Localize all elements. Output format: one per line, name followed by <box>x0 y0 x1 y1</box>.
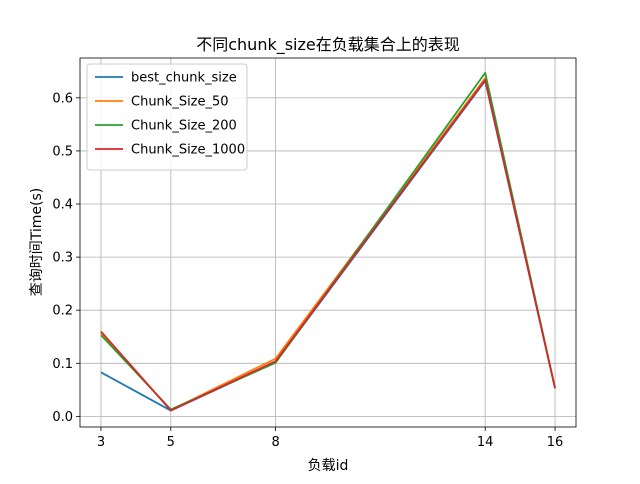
legend-label: best_chunk_size <box>131 71 237 86</box>
plot-frame <box>79 57 577 428</box>
axis-ticks: 3 5 8 14 16 0.0 0.1 0.2 0.3 0.4 0.5 0.6 <box>52 91 563 450</box>
x-tick-label: 5 <box>167 435 175 450</box>
x-axis-label: 负载id <box>308 458 349 474</box>
legend-label: Chunk_Size_200 <box>131 119 237 134</box>
legend-box <box>86 63 248 171</box>
y-tick-label: 0.4 <box>52 198 73 213</box>
legend-label: Chunk_Size_50 <box>131 95 229 110</box>
x-tick-label: 3 <box>97 435 105 450</box>
y-tick-label: 0.2 <box>52 304 73 319</box>
x-tick-label: 8 <box>271 435 279 450</box>
y-tick-label: 0.0 <box>52 410 73 425</box>
legend-label: Chunk_Size_1000 <box>131 143 245 158</box>
y-tick-label: 0.5 <box>52 144 73 159</box>
legend: best_chunk_size Chunk_Size_50 Chunk_Size_2… <box>86 63 248 171</box>
y-tick-label: 0.3 <box>52 251 73 266</box>
series-lines <box>100 71 556 412</box>
series-line-chunk-size-1000 <box>100 78 556 412</box>
y-axis-label: 查询时间Time(s) <box>29 188 45 296</box>
x-tick-label: 16 <box>547 435 564 450</box>
chart-title: 不同chunk_size在负载集合上的表现 <box>196 35 460 55</box>
x-tick-label: 14 <box>477 435 494 450</box>
grid-lines <box>80 58 576 427</box>
y-tick-label: 0.1 <box>52 357 73 372</box>
y-tick-label: 0.6 <box>52 91 73 106</box>
